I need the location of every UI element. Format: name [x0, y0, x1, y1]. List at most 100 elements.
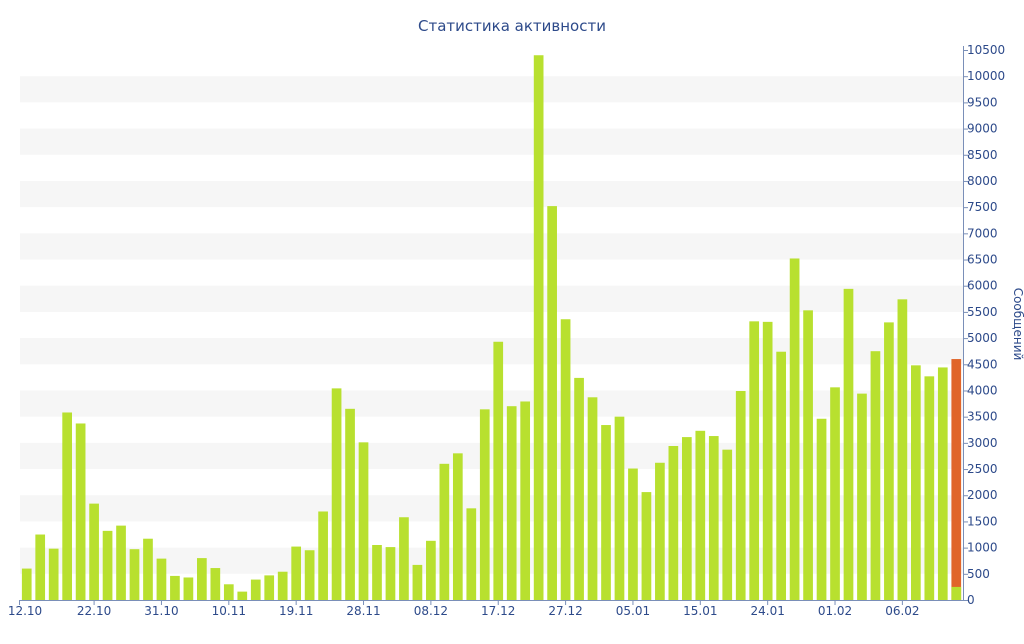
x-tick-label: 12.10 [8, 604, 42, 618]
x-tick-label: 27.12 [548, 604, 582, 618]
x-axis-ticks: 12.10 22.10 31.10 10.11 19.11 28.11 08.12 17.12… [8, 600, 920, 618]
x-tick-label: 22.10 [77, 604, 111, 618]
chart-title: Статистика активности [418, 17, 606, 35]
bar [75, 423, 86, 600]
bar [506, 406, 517, 600]
bar [911, 365, 921, 600]
x-tick-label: 19.11 [279, 604, 313, 618]
bar [21, 568, 32, 600]
x-tick-label: 10.11 [212, 604, 246, 618]
x-tick-label: 28.11 [346, 604, 380, 618]
grid-band [20, 180, 963, 208]
y-tick-label: 3500 [967, 410, 998, 424]
bar [574, 377, 584, 600]
bar [358, 442, 369, 600]
bar [803, 310, 813, 600]
bar [884, 322, 894, 600]
y-tick-label: 4500 [967, 357, 998, 371]
bar [547, 206, 557, 600]
grid-band [20, 128, 963, 155]
bar [668, 446, 679, 600]
x-tick-label: 06.02 [885, 604, 919, 618]
y-tick-label: 2000 [967, 488, 998, 502]
y-tick-label: 1500 [967, 514, 998, 528]
bar [291, 546, 302, 600]
y-tick-label: 10000 [967, 69, 1005, 83]
bar [129, 549, 140, 600]
y-tick-label: 1000 [967, 541, 998, 555]
y-tick-label: 9000 [967, 122, 998, 136]
bar [304, 550, 315, 600]
bar [924, 376, 935, 600]
bar [426, 540, 436, 600]
bar [479, 409, 490, 600]
y-tick-label: 500 [967, 567, 990, 581]
x-tick-label: 05.01 [616, 604, 650, 618]
bar [614, 416, 625, 600]
y-tick-label: 9500 [967, 95, 998, 109]
bar-current [951, 359, 962, 600]
bar [385, 547, 396, 600]
x-tick-label: 15.01 [683, 604, 717, 618]
y-tick-label: 2500 [967, 462, 998, 476]
bar [897, 299, 908, 600]
y-tick-label: 6000 [967, 279, 998, 293]
bar [331, 388, 342, 600]
y-axis-label: Сообщений [1011, 288, 1024, 361]
bar [937, 367, 948, 600]
grid-band [20, 233, 963, 260]
bar [655, 462, 665, 600]
x-tick-label: 31.10 [144, 604, 178, 618]
bar [533, 55, 544, 600]
bar [681, 437, 692, 600]
bar [735, 391, 746, 600]
bar [250, 579, 261, 600]
bar [318, 511, 328, 600]
bar [277, 571, 288, 600]
x-tick-label: 17.12 [481, 604, 515, 618]
bar [493, 341, 504, 600]
bar [857, 393, 867, 600]
bar [789, 258, 800, 600]
x-tick-label: 01.02 [818, 604, 852, 618]
bar-series [21, 55, 962, 600]
bar [587, 397, 598, 600]
y-tick-label: 5500 [967, 305, 998, 319]
y-axis-ticks: 0 500 1000 1500 2000 2500 3000 3500 4000 4500 5000… [963, 43, 1005, 607]
bar [264, 575, 275, 600]
bar [102, 530, 113, 600]
bar [237, 591, 248, 600]
y-tick-label: 10500 [967, 43, 1005, 57]
bar [197, 558, 207, 600]
bar [116, 525, 126, 600]
bar [708, 436, 719, 600]
bar [412, 564, 423, 600]
bar [170, 575, 180, 600]
y-tick-label: 8500 [967, 148, 998, 162]
y-tick-label: 5000 [967, 331, 998, 345]
x-tick-label: 24.01 [750, 604, 784, 618]
bar [722, 449, 733, 600]
bar [399, 517, 409, 600]
bar [816, 418, 827, 600]
grid-band [20, 390, 963, 417]
bar [695, 430, 706, 600]
y-tick-label: 7000 [967, 226, 998, 240]
y-tick-label: 7500 [967, 200, 998, 214]
bar [372, 545, 382, 600]
bar [210, 568, 221, 600]
bar [870, 351, 881, 600]
bar [749, 321, 760, 600]
bar [466, 508, 477, 600]
bar [156, 558, 167, 600]
bar [628, 468, 638, 600]
bar [762, 321, 773, 600]
bar [62, 412, 72, 600]
y-tick-label: 0 [967, 593, 975, 607]
bar [35, 534, 46, 600]
bar [560, 319, 571, 600]
bar [143, 538, 153, 600]
y-tick-label: 4000 [967, 383, 998, 397]
bar [48, 548, 59, 600]
bar [223, 584, 234, 600]
